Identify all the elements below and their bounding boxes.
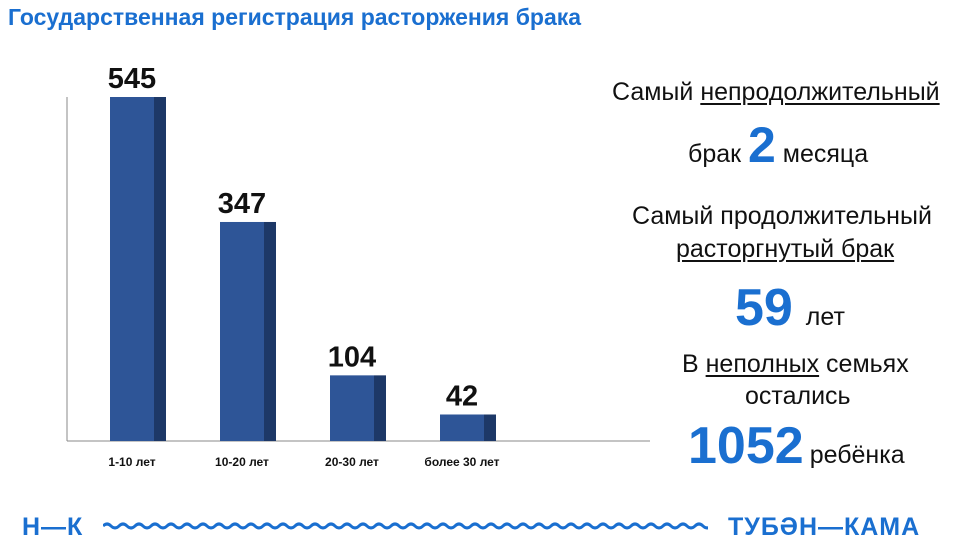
- bar-side: [154, 97, 166, 441]
- footer-logo-left: Н—К: [22, 513, 84, 541]
- value-label: 104: [328, 341, 376, 373]
- bar-chart: 545 347 104 42 1-10 лет 10-20 лет 20-30 лет бо…: [66, 63, 650, 469]
- bar-face: [330, 375, 374, 441]
- children-number: 1052: [688, 417, 804, 475]
- shortest-number: 2: [748, 117, 776, 173]
- bar-face: [110, 97, 154, 441]
- category-label: 10-20 лет: [215, 455, 269, 469]
- shortest-underlined: непродолжительный: [700, 78, 940, 106]
- category-labels: 1-10 лет 10-20 лет 20-30 лет более 30 лет: [108, 455, 499, 469]
- longest-marriage-line1: Самый продолжительный: [632, 202, 932, 230]
- longest-marriage-line3: 59 лет: [735, 279, 845, 337]
- bar-face: [220, 221, 264, 441]
- footer-logo-right: ТУБӘН—КАМА: [728, 513, 921, 541]
- bar: [330, 375, 386, 441]
- children-line1: В неполных семьях: [682, 350, 909, 378]
- bar: [220, 221, 276, 441]
- bar-side: [484, 414, 496, 441]
- chart-bars: [110, 97, 496, 441]
- category-label: 20-30 лет: [325, 455, 379, 469]
- children-line3: 1052 ребёнка: [688, 417, 905, 475]
- bar-face: [440, 414, 484, 441]
- shortest-marriage-line1: Самый непродолжительный: [612, 78, 940, 106]
- value-labels: 545 347 104 42: [108, 63, 478, 412]
- category-label: 1-10 лет: [108, 455, 155, 469]
- bar-side: [264, 221, 276, 441]
- bar: [110, 97, 166, 441]
- bar-side: [374, 375, 386, 441]
- children-line2: остались: [745, 382, 851, 410]
- value-label: 347: [218, 188, 266, 220]
- value-label: 545: [108, 63, 156, 95]
- longest-marriage-line2: расторгнутый брак: [676, 235, 895, 263]
- longest-number: 59: [735, 279, 793, 337]
- category-label: более 30 лет: [424, 455, 499, 469]
- page-title: Государственная регистрация расторжения …: [8, 4, 582, 30]
- shortest-marriage-line2: брак 2 месяца: [688, 117, 869, 173]
- value-label: 42: [446, 380, 478, 412]
- bar: [440, 414, 496, 441]
- wave-divider-icon: [103, 522, 708, 530]
